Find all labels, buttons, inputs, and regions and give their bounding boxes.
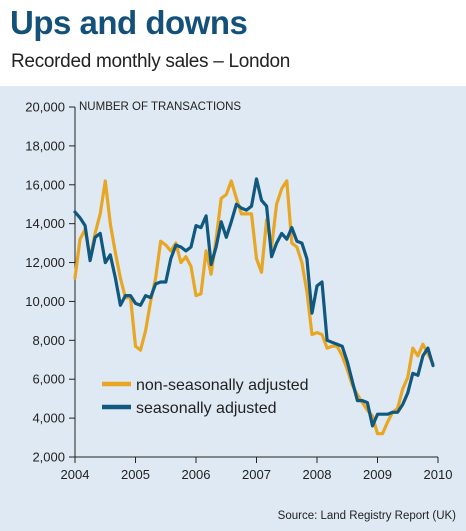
source-note: Source: Land Registry Report (UK) — [277, 510, 456, 522]
y-tick-label: 18,000 — [25, 138, 65, 153]
chart-subtitle: Recorded monthly sales – London — [11, 51, 291, 72]
legend-label-seasonal: seasonally adjusted — [136, 400, 277, 417]
y-tick-label: 10,000 — [25, 294, 65, 309]
x-tick-label: 2005 — [121, 467, 150, 482]
x-tick-label: 2010 — [424, 467, 453, 482]
legend: non-seasonally adjusted seasonally adjus… — [102, 377, 309, 417]
y-tick-label: 16,000 — [25, 177, 65, 192]
y-tick-label: 6,000 — [32, 372, 65, 387]
line-chart: 2,000 4,000 6,000 8,000 10,000 12,000 14,000 16… — [25, 100, 452, 483]
x-tick-label: 2007 — [242, 467, 271, 482]
chart-panel: 2,000 4,000 6,000 8,000 10,000 12,000 14,000 16… — [0, 86, 466, 531]
x-tick-label: 2009 — [363, 467, 392, 482]
y-tick-label: 8,000 — [32, 333, 65, 348]
series-line-non-seasonal — [73, 179, 435, 436]
x-tick-label: 2008 — [303, 467, 332, 482]
series-line-seasonal — [73, 177, 435, 428]
y-tick-label: 14,000 — [25, 216, 65, 231]
legend-label-non-seasonal: non-seasonally adjusted — [136, 377, 309, 394]
y-axis-label: NUMBER OF TRANSACTIONS — [79, 101, 241, 113]
y-tick-label: 4,000 — [32, 411, 65, 426]
y-tick-label: 12,000 — [25, 255, 65, 270]
series-lines — [73, 177, 435, 436]
y-tick-label: 2,000 — [32, 450, 65, 465]
x-tick-label: 2004 — [61, 467, 90, 482]
x-tick-label: 2006 — [182, 467, 211, 482]
axes: 2,000 4,000 6,000 8,000 10,000 12,000 14,000 16… — [25, 100, 452, 483]
chart-title: Ups and downs — [10, 4, 248, 41]
y-tick-label: 20,000 — [25, 100, 65, 115]
